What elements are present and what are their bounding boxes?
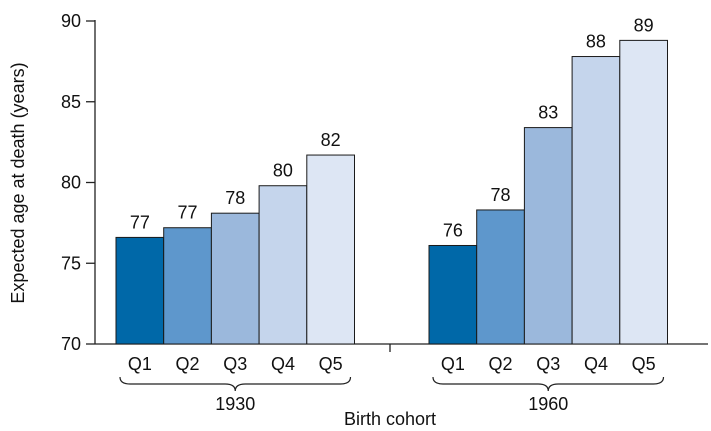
bar	[258, 185, 308, 345]
x-tick-label: Q4	[584, 354, 608, 374]
data-label: 76	[443, 220, 463, 240]
bar	[476, 209, 525, 345]
x-tick-label: Q5	[632, 354, 656, 374]
bar	[428, 244, 478, 345]
y-tick-label: 90	[61, 11, 81, 31]
bar	[571, 56, 621, 345]
group-label: 1930	[215, 394, 255, 414]
data-label: 78	[225, 188, 245, 208]
bar	[619, 39, 668, 345]
group-label: 1960	[528, 394, 568, 414]
bar	[523, 127, 573, 345]
data-label: 80	[273, 161, 293, 181]
data-label: 83	[538, 103, 558, 123]
y-axis-title: Expected age at death (years)	[8, 62, 28, 303]
data-label: 89	[634, 15, 654, 35]
x-tick-label: Q2	[176, 354, 200, 374]
x-tick-label: Q3	[223, 354, 247, 374]
x-tick-label: Q5	[319, 354, 343, 374]
x-tick-label: Q2	[489, 354, 513, 374]
plot-area: 70 75 80 85 90 77 Q1 77 Q2 78 Q3 80 Q4 82 Q5 1930 76 Q1 78…	[61, 11, 708, 414]
x-tick-label: Q3	[536, 354, 560, 374]
bar	[210, 212, 260, 345]
y-tick-label: 75	[61, 253, 81, 273]
x-tick-label: Q1	[128, 354, 152, 374]
bar	[115, 236, 165, 345]
y-tick-label: 70	[61, 334, 81, 354]
bar	[306, 154, 355, 345]
bar	[163, 227, 212, 345]
data-label: 77	[178, 203, 198, 223]
y-tick-label: 85	[61, 92, 81, 112]
group-brace	[432, 376, 665, 392]
data-label: 78	[491, 185, 511, 205]
x-tick-label: Q1	[441, 354, 465, 374]
data-label: 82	[321, 130, 341, 150]
data-label: 88	[586, 32, 606, 52]
data-label: 77	[130, 212, 150, 232]
group-brace	[119, 376, 352, 392]
y-tick-label: 80	[61, 173, 81, 193]
x-tick-label: Q4	[271, 354, 295, 374]
x-axis-title: Birth cohort	[344, 409, 436, 429]
